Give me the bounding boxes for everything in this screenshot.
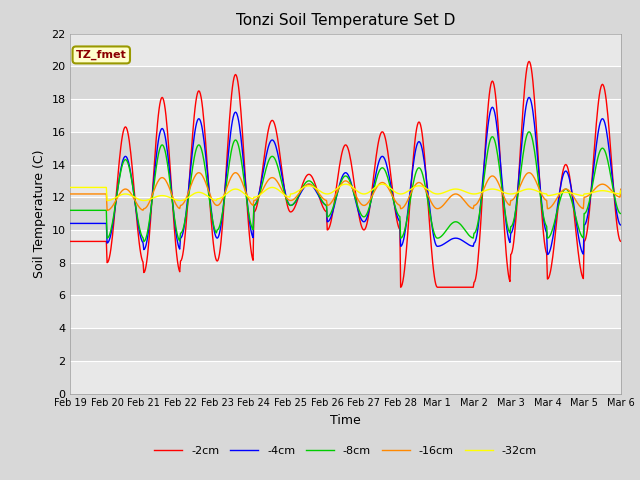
-16cm (274, 179, 282, 185)
-32cm (67, 184, 74, 190)
-4cm (272, 144, 280, 150)
Bar (70, 361, 621, 394)
-2cm (525, 59, 533, 64)
-8cm (273, 161, 280, 167)
-32cm (426, 188, 433, 194)
Bar (70, 99, 621, 132)
Bar (70, 263, 621, 295)
Bar (70, 328, 621, 361)
Bar (70, 165, 621, 197)
-2cm (136, 240, 143, 246)
Line: -4cm: -4cm (70, 97, 640, 254)
Bar (70, 34, 621, 66)
-32cm (136, 197, 144, 203)
Bar (70, 230, 621, 263)
Text: TZ_fmet: TZ_fmet (76, 50, 127, 60)
-2cm (458, 284, 466, 290)
-16cm (459, 196, 467, 202)
-32cm (295, 188, 303, 193)
-16cm (67, 191, 74, 197)
Legend: -2cm, -4cm, -8cm, -16cm, -32cm: -2cm, -4cm, -8cm, -16cm, -32cm (150, 441, 541, 460)
-8cm (140, 239, 148, 244)
Title: Tonzi Soil Temperature Set D: Tonzi Soil Temperature Set D (236, 13, 455, 28)
-4cm (525, 95, 533, 100)
Bar (70, 197, 621, 230)
-32cm (244, 193, 252, 199)
-32cm (459, 188, 467, 193)
-4cm (243, 196, 251, 202)
-8cm (136, 224, 143, 229)
Bar (70, 132, 621, 165)
-2cm (294, 195, 302, 201)
-8cm (244, 204, 252, 210)
Bar (70, 66, 621, 99)
-8cm (458, 223, 466, 229)
-4cm (67, 220, 74, 226)
-32cm (103, 198, 111, 204)
-2cm (425, 213, 433, 218)
Line: -16cm: -16cm (70, 173, 640, 210)
-16cm (103, 207, 111, 213)
-16cm (195, 170, 203, 176)
Line: -2cm: -2cm (70, 61, 640, 287)
-16cm (296, 190, 303, 195)
-4cm (457, 237, 465, 242)
-4cm (136, 228, 143, 233)
-16cm (426, 196, 433, 202)
-4cm (294, 195, 302, 201)
-16cm (244, 196, 252, 202)
Y-axis label: Soil Temperature (C): Soil Temperature (C) (33, 149, 45, 278)
X-axis label: Time: Time (330, 414, 361, 427)
-32cm (342, 181, 349, 187)
-4cm (543, 252, 551, 257)
Bar (70, 295, 621, 328)
-32cm (273, 186, 280, 192)
-16cm (136, 205, 144, 211)
-8cm (425, 204, 433, 210)
-8cm (525, 129, 533, 135)
Line: -8cm: -8cm (70, 132, 640, 241)
-2cm (243, 201, 251, 206)
-2cm (397, 284, 404, 290)
-8cm (67, 207, 74, 213)
-4cm (424, 191, 432, 197)
-8cm (295, 192, 303, 198)
-2cm (67, 239, 74, 244)
Line: -32cm: -32cm (70, 184, 640, 201)
-2cm (272, 127, 280, 132)
